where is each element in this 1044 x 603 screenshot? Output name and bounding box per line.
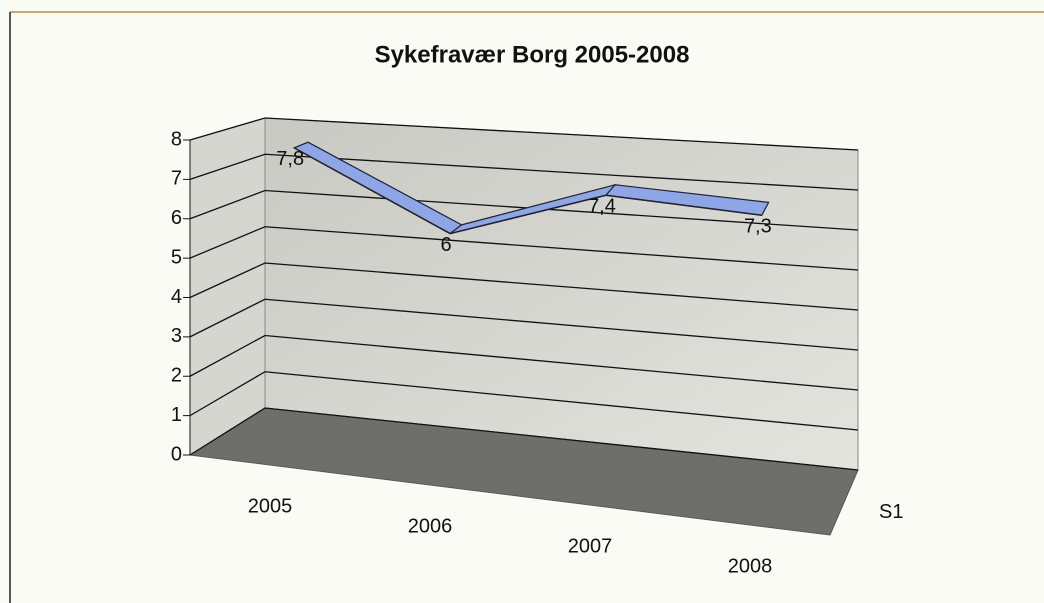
side-wall	[189, 117, 266, 456]
data-label: 7,8	[276, 148, 304, 170]
data-label: 7,4	[588, 196, 616, 218]
data-label: 7,3	[744, 215, 772, 237]
series-line	[293, 147, 762, 235]
y-tick-label: 8	[171, 128, 182, 150]
y-tick-label: 2	[171, 365, 182, 387]
x-tick-label: 2008	[728, 555, 773, 577]
x-tick-label: 2007	[568, 535, 613, 557]
grid-line	[189, 298, 859, 351]
data-label: 6	[441, 234, 452, 256]
y-tick-label: 6	[171, 207, 182, 229]
grid-line	[189, 153, 859, 191]
x-tick-label: 2005	[248, 495, 293, 517]
grid-line	[189, 226, 859, 271]
y-tick-label: 5	[171, 246, 182, 268]
grid-line	[189, 371, 859, 431]
y-tick-label: 1	[171, 404, 182, 426]
grid-line	[189, 262, 859, 311]
grid-line	[189, 117, 859, 151]
grid-line	[189, 189, 859, 231]
grid-line	[189, 334, 859, 391]
x-tick-label: 2006	[408, 515, 453, 537]
y-tick-label: 0	[171, 443, 182, 465]
y-tick-label: 4	[171, 286, 182, 308]
legend-series-name: S1	[879, 501, 903, 523]
grid-line	[189, 407, 859, 471]
y-tick-label: 3	[171, 325, 182, 347]
plot: 0 1 2 3 4 5 6 7 8 2005 2006 2007 2008 7,8 6 7,4 7,3 S1	[171, 117, 903, 577]
y-tick-label: 7	[171, 168, 182, 190]
chart-title: Sykefravær Borg 2005-2008	[375, 41, 690, 68]
